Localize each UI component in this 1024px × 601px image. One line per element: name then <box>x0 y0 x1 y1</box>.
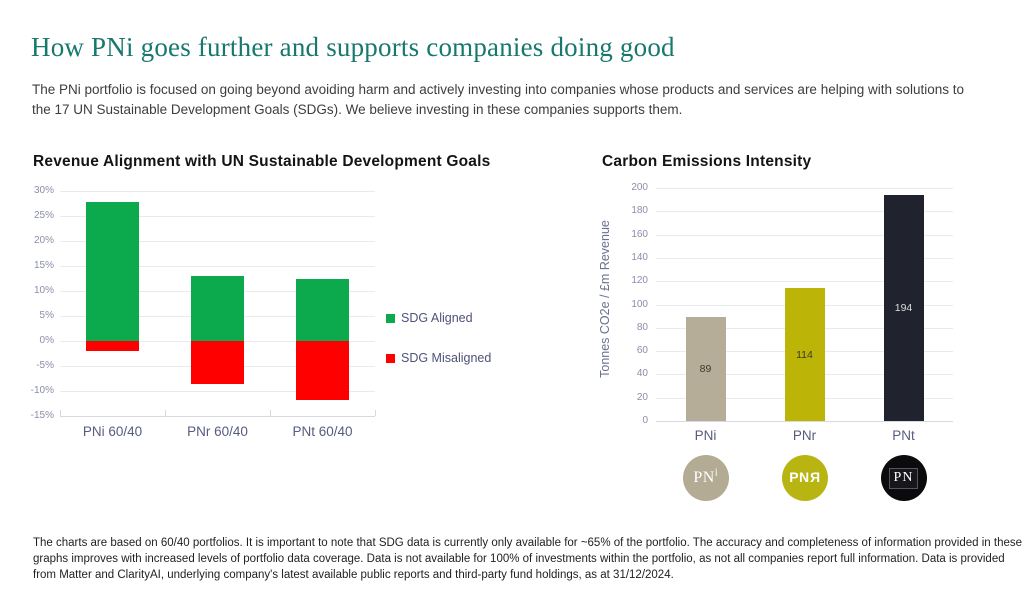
legend-item-aligned: SDG Aligned <box>386 311 491 325</box>
y-axis-tick-label: 30% <box>33 185 54 196</box>
gridline <box>60 391 375 392</box>
pni-logo-text: PN <box>693 469 715 486</box>
pnr-logo: PNR <box>781 455 828 501</box>
gridline <box>60 191 375 192</box>
legend-item-misaligned: SDG Misaligned <box>386 351 491 365</box>
x-axis-category-label: PNt <box>892 428 915 443</box>
legend-label-aligned: SDG Aligned <box>401 311 473 325</box>
gridline <box>60 266 375 267</box>
y-axis-tick-label: -10% <box>30 385 54 396</box>
gridline <box>60 241 375 242</box>
bar-data-label: 114 <box>796 348 813 361</box>
sdg-misaligned-swatch-icon <box>386 353 395 363</box>
carbon-chart-title: Carbon Emissions Intensity <box>602 152 812 170</box>
pnr-logo-text: PN <box>789 469 810 485</box>
x-axis-tick <box>270 410 271 416</box>
y-axis-tick-label: 0% <box>39 335 54 346</box>
x-axis-tick <box>165 410 166 416</box>
y-axis-tick-label: 60 <box>636 345 648 357</box>
y-axis-tick-label: 180 <box>631 205 648 217</box>
x-axis-tick <box>375 410 376 416</box>
x-axis-category-label: PNr 60/40 <box>187 424 248 439</box>
x-axis-tick <box>60 410 61 416</box>
gridline <box>656 257 953 259</box>
y-axis-tick-label: 15% <box>33 260 54 271</box>
y-axis-tick-label: 140 <box>631 251 648 263</box>
gridline <box>656 234 953 236</box>
y-axis-tick-label: 20 <box>636 391 648 403</box>
y-axis-tick-label: -5% <box>36 360 54 371</box>
gridline <box>656 281 953 283</box>
sdg-aligned-bar <box>191 276 244 341</box>
gridline <box>656 188 953 189</box>
page-footnote: The charts are based on 60/40 portfolios… <box>33 536 1023 581</box>
page-title: How PNi goes further and supports compan… <box>31 32 675 63</box>
x-axis-category-label: PNi 60/40 <box>82 424 143 439</box>
y-axis-tick-label: 100 <box>631 298 648 310</box>
sdg-aligned-swatch-icon <box>386 313 395 323</box>
sdg-chart-title: Revenue Alignment with UN Sustainable De… <box>33 152 491 170</box>
pnr-logo-mirrored-r: R <box>809 469 820 485</box>
pnt-logo-framed-text: PN <box>888 467 919 489</box>
carbon-intensity-bar <box>685 317 726 421</box>
y-axis-tick-label: 120 <box>631 275 648 287</box>
carbon-intensity-bar <box>883 194 924 421</box>
pnt-logo: PN <box>880 455 927 501</box>
y-axis-tick-label: 25% <box>33 210 54 221</box>
gridline <box>656 421 953 422</box>
y-axis-tick-label: 80 <box>636 321 648 333</box>
x-axis-category-label: PNi <box>694 428 717 443</box>
gridline <box>656 211 953 213</box>
sdg-misaligned-bar <box>191 341 244 384</box>
y-axis-tick-label: 200 <box>631 182 648 193</box>
gridline <box>60 216 375 217</box>
bar-data-label: 194 <box>894 301 913 314</box>
carbon-intensity-bar <box>784 288 825 421</box>
sdg-aligned-bar <box>296 279 349 341</box>
x-axis-category-label: PNr <box>792 428 817 443</box>
y-axis-tick-label: 160 <box>631 228 648 240</box>
bar-data-label: 89 <box>699 363 712 376</box>
sdg-misaligned-bar <box>296 341 349 400</box>
sdg-aligned-bar <box>86 202 139 341</box>
y-axis-tick-label: 20% <box>33 235 54 246</box>
pni-logo-superscript: i <box>714 467 718 479</box>
y-axis-tick-label: 0 <box>642 415 648 426</box>
sdg-chart-legend: SDG Aligned SDG Misaligned <box>386 311 491 391</box>
x-axis-category-label: PNt 60/40 <box>292 424 353 439</box>
page-subtitle: The PNi portfolio is focused on going be… <box>32 81 965 118</box>
gridline <box>60 416 375 417</box>
y-axis-tick-label: 5% <box>39 310 54 321</box>
y-axis-tick-label: 40 <box>636 368 648 380</box>
sdg-misaligned-bar <box>86 341 139 351</box>
y-axis-tick-label: 10% <box>33 285 54 296</box>
legend-label-misaligned: SDG Misaligned <box>401 351 492 365</box>
y-axis-tick-label: -15% <box>30 410 54 421</box>
pni-logo: PNi <box>682 455 729 501</box>
